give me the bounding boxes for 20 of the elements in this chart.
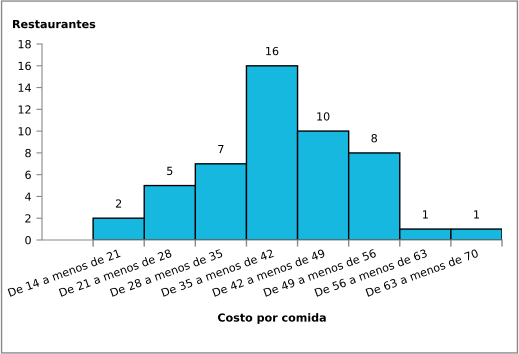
y-tick-label: 2 — [25, 214, 30, 222]
y-tick-label: 14 — [18, 84, 31, 92]
y-tick-label: 16 — [18, 62, 31, 70]
data-label: 1 — [474, 210, 479, 218]
y-axis-title: Restaurantes — [13, 20, 96, 28]
data-label: 1 — [423, 210, 428, 218]
y-tick-label: 4 — [25, 192, 31, 201]
y-tick-label: 8 — [25, 148, 31, 158]
y-tick-label: 18 — [18, 40, 31, 48]
y-tick-label: 0 — [25, 236, 31, 244]
data-label: 10 — [317, 112, 330, 121]
data-label: 2 — [116, 199, 122, 208]
data-label: 7 — [218, 145, 224, 154]
data-label: 16 — [266, 46, 278, 56]
data-label: 8 — [371, 134, 377, 142]
data-label: 5 — [167, 166, 172, 176]
y-tick-label: 10 — [18, 127, 31, 136]
y-tick-label: 12 — [18, 105, 30, 114]
y-tick-label: 6 — [25, 170, 31, 180]
x-axis-title: Costo por comida — [218, 313, 326, 324]
